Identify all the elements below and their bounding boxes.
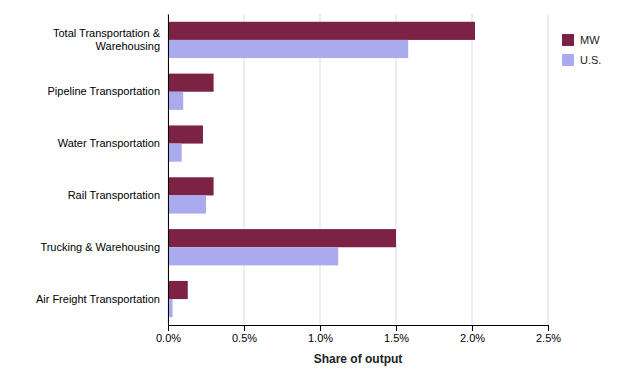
legend-label: MW <box>580 34 600 46</box>
bar <box>168 22 475 40</box>
bar <box>168 40 408 58</box>
axis-title: Share of output <box>314 352 403 366</box>
bar <box>168 144 182 162</box>
legend-swatch <box>562 34 574 46</box>
legend-item: U.S. <box>562 54 601 66</box>
grid-line <box>472 14 473 325</box>
tick: Total Transportation &Warehousing <box>53 27 161 52</box>
axis-line <box>168 15 169 326</box>
plot: 0.0% 0.5% 1.0% 1.5% 2.0% 2.5% Total Transporta… <box>36 14 602 366</box>
bar <box>168 92 183 110</box>
chart: 0.0% 0.5% 1.0% 1.5% 2.0% 2.5% Total Transporta… <box>0 0 632 373</box>
grid-line <box>244 14 245 325</box>
bar <box>168 247 338 265</box>
tick-label: Total Transportation &Warehousing <box>53 27 161 52</box>
bar <box>168 74 214 92</box>
tick-mark <box>548 325 549 331</box>
tick: 1.0% <box>308 325 333 344</box>
bar <box>168 125 203 143</box>
tick-label: Rail Transportation <box>68 189 160 201</box>
legend: MW U.S. <box>562 34 601 66</box>
bars <box>168 22 475 317</box>
tick-label: 1.5% <box>384 332 409 344</box>
tick: 1.5% <box>384 325 409 344</box>
tick: Pipeline Transportation <box>47 85 160 97</box>
tick-label: Pipeline Transportation <box>47 85 160 97</box>
tick: Water Transportation <box>58 137 160 149</box>
legend-item: MW <box>562 34 600 46</box>
grid-line <box>320 14 321 325</box>
tick: 2.5% <box>536 325 561 344</box>
tick-label: 2.0% <box>460 332 485 344</box>
tick: 2.0% <box>460 325 485 344</box>
grid <box>168 14 548 325</box>
y-axis: Total Transportation &Warehousing Pipelin… <box>36 15 169 326</box>
bar <box>168 195 206 213</box>
legend-label: U.S. <box>580 54 601 66</box>
tick-label: Air Freight Transportation <box>36 293 160 305</box>
x-axis: 0.0% 0.5% 1.0% 1.5% 2.0% 2.5% <box>156 325 561 344</box>
tick: Rail Transportation <box>68 189 160 201</box>
tick-mark <box>168 325 169 331</box>
tick-label: 1.0% <box>308 332 333 344</box>
tick: Trucking & Warehousing <box>40 241 160 253</box>
bar-series <box>168 40 408 317</box>
tick-mark <box>472 325 473 331</box>
bar-series <box>168 22 475 299</box>
tick: 0.5% <box>232 325 257 344</box>
tick-label: Water Transportation <box>58 137 160 149</box>
axis-line <box>169 325 549 326</box>
tick: Air Freight Transportation <box>36 293 160 305</box>
grid-line <box>396 14 397 325</box>
tick-label: 0.0% <box>156 332 181 344</box>
bar <box>168 177 214 195</box>
bar <box>168 281 188 299</box>
legend-swatch <box>562 54 574 66</box>
tick-mark <box>244 325 245 331</box>
grid-line <box>168 14 169 325</box>
tick-label: 2.5% <box>536 332 561 344</box>
tick-label: Trucking & Warehousing <box>40 241 160 253</box>
tick-mark <box>396 325 397 331</box>
tick-label-line: Total Transportation & <box>53 27 161 39</box>
tick: 0.0% <box>156 325 181 344</box>
grid-line <box>548 14 549 325</box>
tick-mark <box>320 325 321 331</box>
tick-label-line: Warehousing <box>96 40 160 52</box>
tick-label: 0.5% <box>232 332 257 344</box>
bar <box>168 229 396 247</box>
